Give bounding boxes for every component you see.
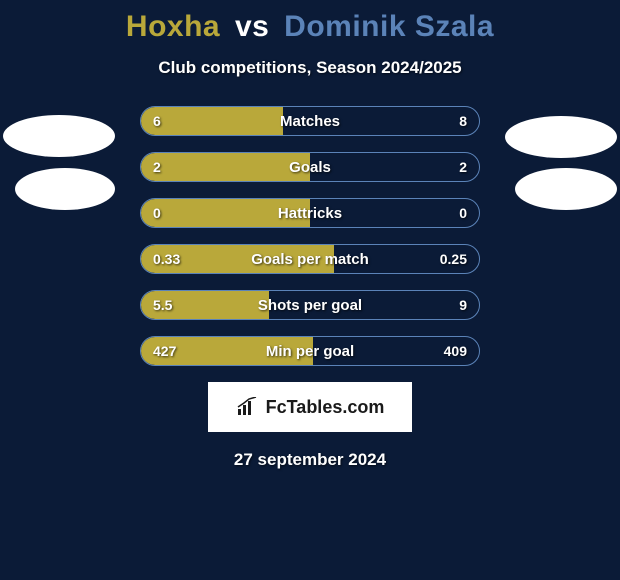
- stat-row: 2Goals2: [140, 152, 480, 182]
- player2-avatar-placeholder: [505, 116, 617, 158]
- subtitle: Club competitions, Season 2024/2025: [0, 58, 620, 78]
- stat-right-value: 0.25: [440, 245, 467, 273]
- stat-row-fill: [141, 153, 310, 181]
- stat-row: 5.5Shots per goal9: [140, 290, 480, 320]
- stat-right-value: 8: [459, 107, 467, 135]
- stat-row-fill: [141, 337, 313, 365]
- vs-label: vs: [235, 10, 269, 43]
- stat-right-value: 2: [459, 153, 467, 181]
- stat-right-value: 409: [444, 337, 467, 365]
- stat-row: 427Min per goal409: [140, 336, 480, 366]
- site-logo-text: FcTables.com: [266, 397, 385, 418]
- stat-row-fill: [141, 291, 269, 319]
- stat-row: 0.33Goals per match0.25: [140, 244, 480, 274]
- site-logo: FcTables.com: [208, 382, 412, 432]
- player1-avatar-placeholder: [3, 115, 115, 157]
- stat-row: 6Matches8: [140, 106, 480, 136]
- stat-right-value: 0: [459, 199, 467, 227]
- player2-name: Dominik Szala: [284, 10, 494, 43]
- player1-club-placeholder: [15, 168, 115, 210]
- stat-row-fill: [141, 199, 310, 227]
- stat-row: 0Hattricks0: [140, 198, 480, 228]
- comparison-bars: 6Matches8 2Goals2 0Hattricks0 0.33Goals per…: [140, 106, 480, 366]
- player1-name: Hoxha: [126, 10, 220, 43]
- chart-icon: [236, 397, 260, 417]
- stat-right-value: 9: [459, 291, 467, 319]
- comparison-title: Hoxha vs Dominik Szala: [0, 0, 620, 44]
- stat-row-fill: [141, 245, 334, 273]
- player2-club-placeholder: [515, 168, 617, 210]
- stat-row-fill: [141, 107, 283, 135]
- snapshot-date: 27 september 2024: [0, 450, 620, 470]
